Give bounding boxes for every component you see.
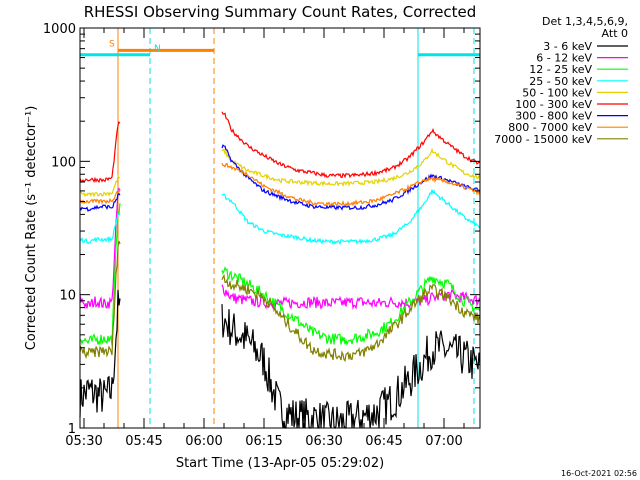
series-12-25-kev bbox=[79, 203, 481, 346]
series-7000-15000-kev bbox=[79, 240, 481, 363]
legend-header-1: Det 1,3,4,5,6,9, bbox=[542, 15, 628, 28]
y-tick-label-1: 1 bbox=[68, 422, 76, 437]
y-axis-ticks: 1 10 100 1000 bbox=[43, 22, 480, 437]
x-tick-label-4: 06:15 bbox=[245, 434, 282, 449]
legend-header-2: Att 0 bbox=[602, 27, 628, 40]
series-800-7000-kev-segment-2 bbox=[221, 162, 481, 208]
series-7000-15000-kev-segment-1 bbox=[79, 240, 121, 360]
legend-label-3: 12 - 25 keV bbox=[529, 63, 592, 76]
series-3-6-kev-segment-2 bbox=[221, 304, 481, 430]
legend-label-8: 800 - 7000 keV bbox=[508, 121, 592, 134]
x-tick-label-7: 07:00 bbox=[425, 434, 462, 449]
legend-label-6: 100 - 300 keV bbox=[515, 98, 592, 111]
x-tick-label-6: 06:45 bbox=[365, 434, 402, 449]
y-tick-label-3: 100 bbox=[51, 155, 76, 170]
y-tick-label-4: 1000 bbox=[43, 22, 76, 37]
x-axis-label: Start Time (13-Apr-05 05:29:02) bbox=[176, 456, 384, 471]
legend-label-2: 6 - 12 keV bbox=[536, 52, 592, 65]
series-800-7000-kev bbox=[79, 162, 481, 208]
series-100-300-kev-segment-1 bbox=[79, 121, 121, 183]
legend-label-1: 3 - 6 keV bbox=[543, 40, 592, 53]
series-100-300-kev bbox=[79, 111, 481, 183]
series-6-12-kev-segment-1 bbox=[79, 187, 121, 310]
series-100-300-kev-segment-2 bbox=[221, 111, 481, 179]
plot-frame bbox=[79, 27, 481, 429]
chart-title: RHESSI Observing Summary Count Rates, Co… bbox=[84, 3, 477, 21]
x-tick-label-1: 05:30 bbox=[65, 434, 102, 449]
series-300-800-kev-segment-1 bbox=[79, 192, 121, 212]
x-tick-label-5: 06:30 bbox=[305, 434, 342, 449]
legend-label-5: 50 - 100 keV bbox=[522, 86, 592, 99]
series-50-100-kev bbox=[79, 147, 481, 198]
series-25-50-kev-segment-1 bbox=[79, 213, 121, 245]
x-axis-ticks: 05:30 05:45 06:00 06:15 06:30 06:45 07:00 bbox=[65, 28, 465, 449]
y-tick-label-2: 10 bbox=[59, 289, 76, 304]
series-50-100-kev-segment-2 bbox=[221, 147, 481, 188]
series-3-6-kev-segment-1 bbox=[79, 289, 121, 418]
series-6-12-kev bbox=[79, 187, 481, 311]
series-300-800-kev bbox=[79, 144, 481, 212]
series-3-6-kev bbox=[79, 289, 481, 430]
x-tick-label-2: 05:45 bbox=[125, 434, 162, 449]
legend-label-7: 300 - 800 keV bbox=[515, 110, 592, 123]
x-tick-label-3: 06:00 bbox=[185, 434, 222, 449]
y-axis-label: Corrected Count Rate (s⁻¹ detector⁻¹) bbox=[24, 106, 39, 351]
series-25-50-kev bbox=[79, 189, 481, 246]
series-50-100-kev-segment-1 bbox=[79, 174, 121, 198]
series-12-25-kev-segment-2 bbox=[221, 266, 481, 346]
flag-label-s: S bbox=[109, 39, 115, 49]
series-800-7000-kev-segment-1 bbox=[79, 188, 121, 205]
timestamp: 16-Oct-2021 02:56 bbox=[561, 469, 637, 478]
series-7000-15000-kev-segment-2 bbox=[221, 274, 481, 363]
series-12-25-kev-segment-1 bbox=[79, 203, 121, 346]
legend-label-4: 25 - 50 keV bbox=[529, 75, 592, 88]
flag-label-n: N bbox=[154, 44, 161, 54]
series-25-50-kev-segment-2 bbox=[221, 189, 481, 246]
legend-label-9: 7000 - 15000 keV bbox=[494, 133, 592, 146]
